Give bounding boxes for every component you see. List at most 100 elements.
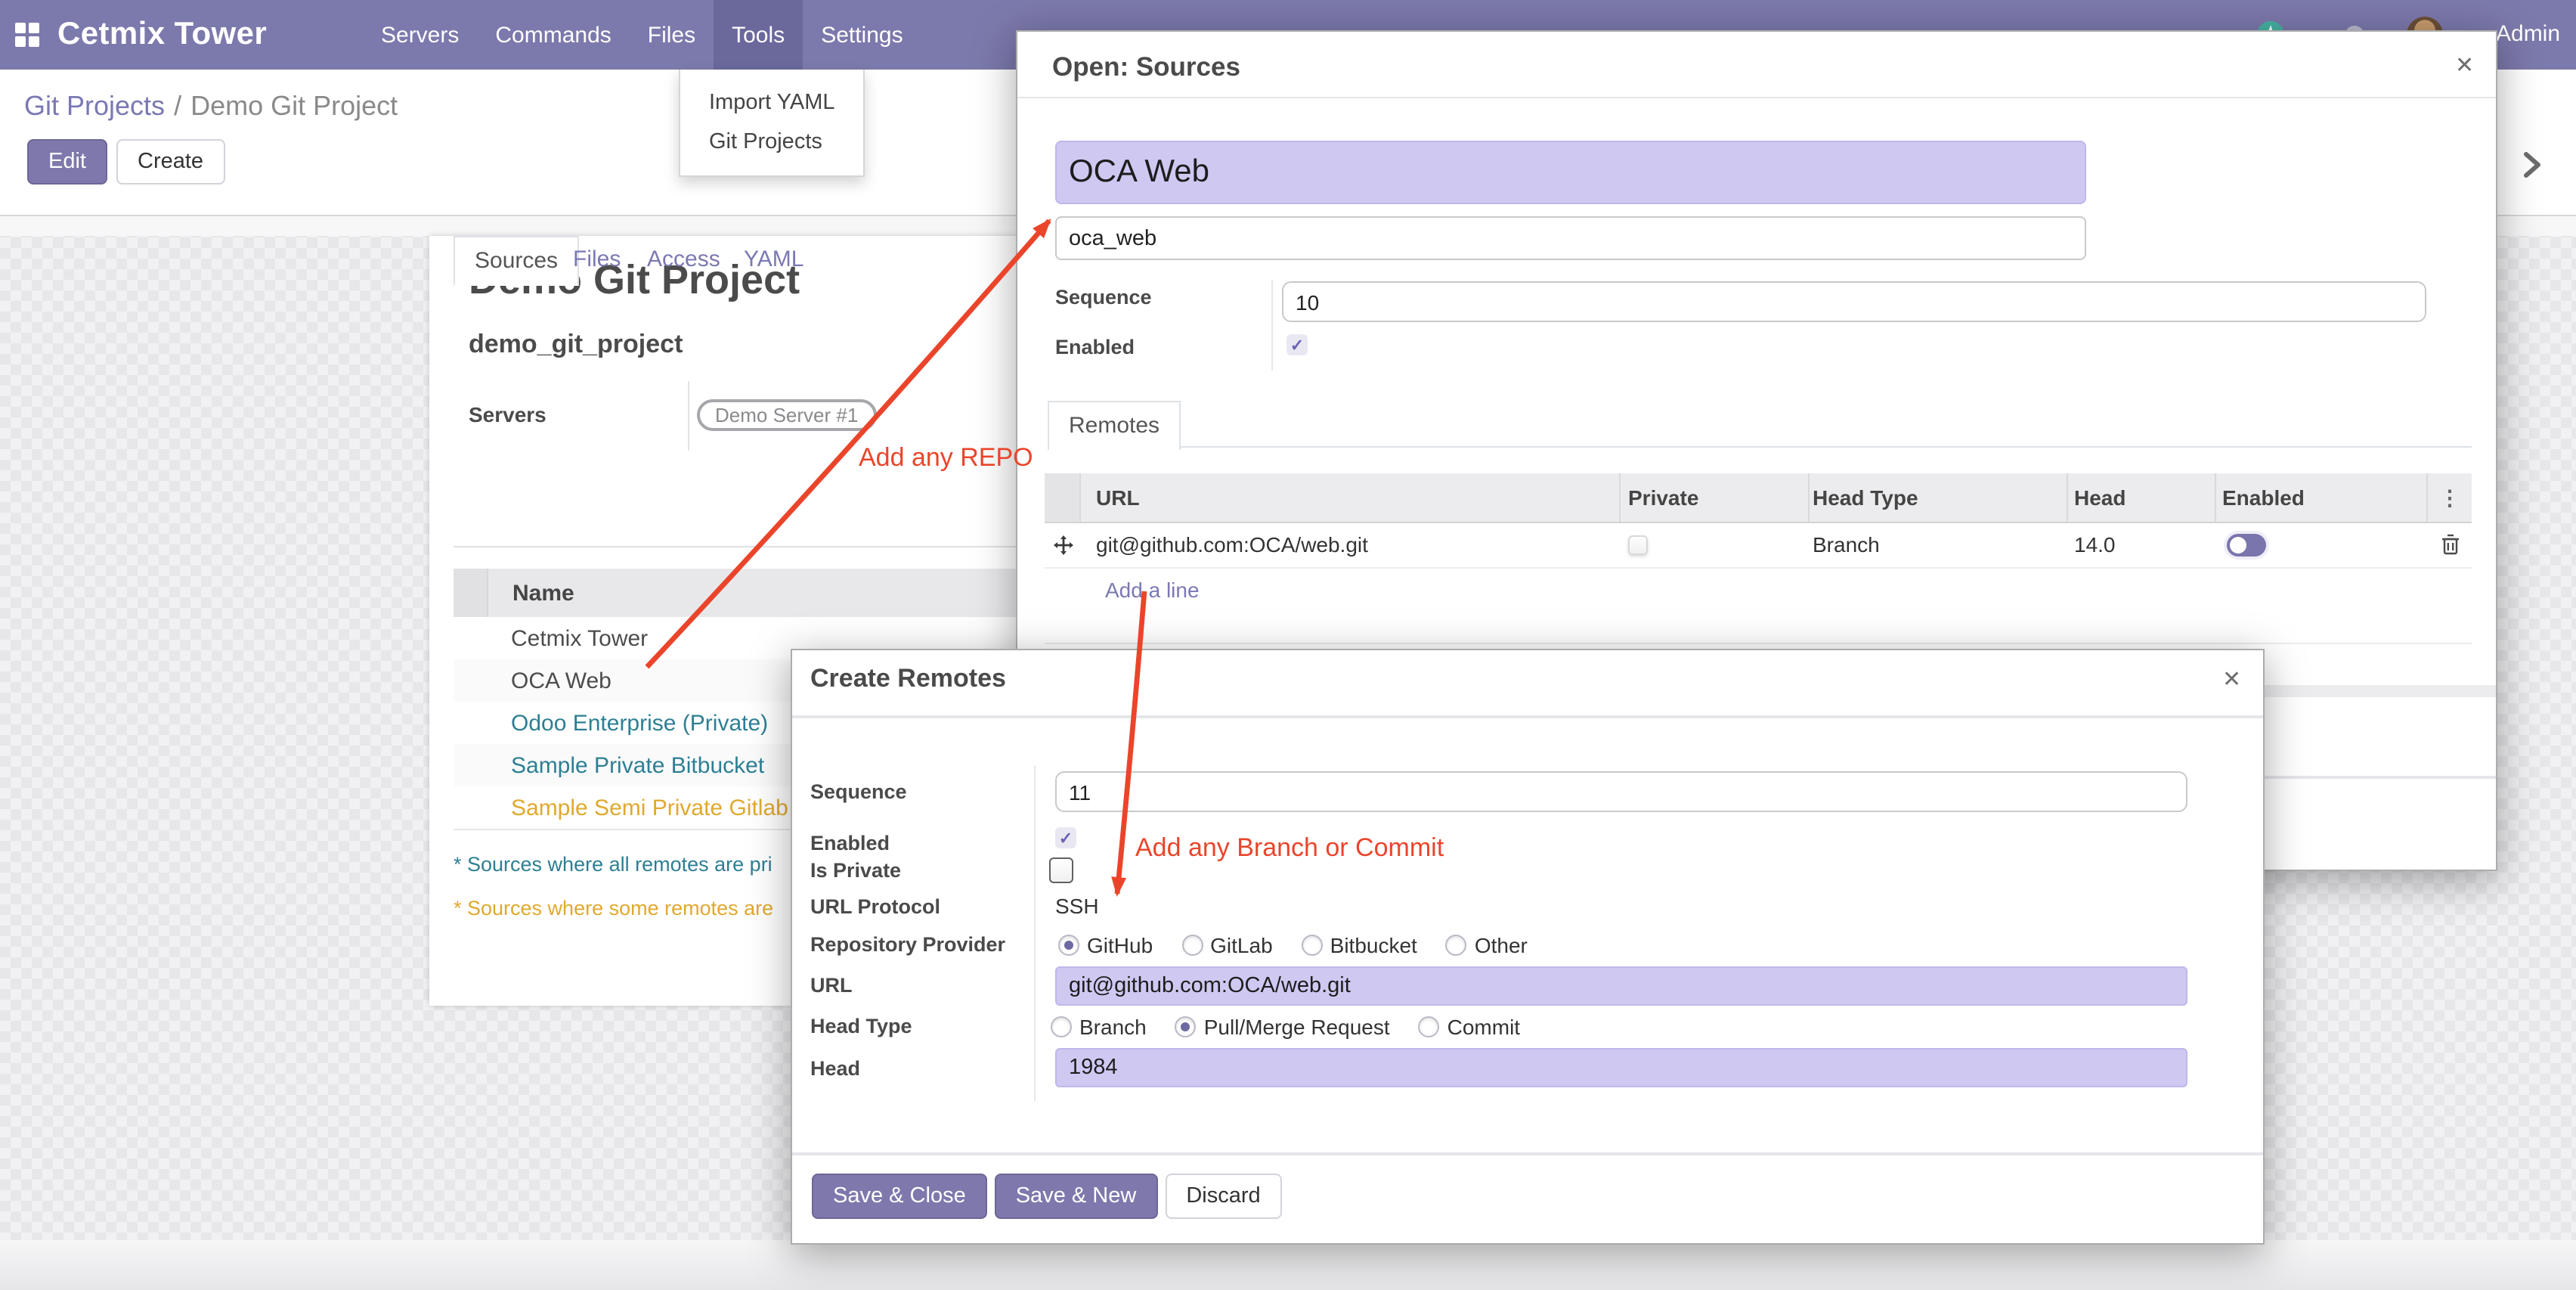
- group-divider: [1271, 280, 1273, 371]
- column-private: Private: [1621, 473, 1810, 522]
- remote-enabled-cell: [2216, 533, 2428, 556]
- radio-bitbucket[interactable]: [1301, 935, 1323, 956]
- enabled-label: Enabled: [810, 832, 890, 854]
- modal-title: Open: Sources: [1052, 51, 1240, 82]
- header-divider: [792, 715, 2263, 718]
- modal-title: Create Remotes: [810, 664, 1006, 693]
- optional-columns-icon[interactable]: ⋮: [2439, 485, 2460, 509]
- create-remotes-modal: Create Remotes ✕ Sequence Enabled Is Pri…: [791, 649, 2265, 1245]
- url-protocol-value: SSH: [1055, 894, 1099, 918]
- move-icon: [1053, 535, 1073, 554]
- head-type-radios: Branch Pull/Merge Request Commit: [1051, 1015, 1520, 1039]
- close-icon[interactable]: ✕: [2455, 53, 2475, 79]
- column-enabled: Enabled: [2216, 473, 2428, 522]
- url-label: URL: [810, 974, 853, 997]
- enabled-checkbox[interactable]: ✓: [1055, 827, 1076, 848]
- breadcrumb-current: Demo Git Project: [190, 91, 398, 121]
- project-code: demo_git_project: [469, 330, 683, 358]
- tab-files[interactable]: Files: [573, 247, 621, 272]
- menu-tools[interactable]: Tools: [714, 0, 803, 70]
- column-url: URL: [1081, 473, 1621, 522]
- breadcrumb-separator: /: [174, 91, 182, 121]
- main-menu: Servers Commands Files Tools Settings: [363, 0, 921, 70]
- column-head-type: Head Type: [1810, 473, 2068, 522]
- menu-files[interactable]: Files: [647, 22, 696, 48]
- servers-label: Servers: [469, 402, 546, 426]
- breadcrumb: Git Projects / Demo Git Project: [24, 91, 398, 122]
- notebook-tabs-bar: [1048, 446, 2472, 448]
- head-input[interactable]: [1055, 1048, 2187, 1087]
- drag-handle[interactable]: [1045, 535, 1081, 554]
- enabled-toggle[interactable]: [2227, 533, 2266, 556]
- remote-delete-cell: [2428, 534, 2472, 555]
- menu-servers[interactable]: Servers: [381, 22, 460, 48]
- radio-other[interactable]: [1445, 935, 1467, 956]
- sequence-label: Sequence: [1055, 286, 1152, 309]
- chevron-right-icon: [2524, 152, 2540, 178]
- group-divider: [1034, 765, 1036, 1101]
- menu-settings[interactable]: Settings: [821, 22, 903, 48]
- tools-dropdown-menu: Import YAML Git Projects: [679, 70, 865, 177]
- group-divider: [688, 381, 689, 451]
- repository-provider-label: Repository Provider: [810, 933, 1006, 956]
- modal-footer-divider: [792, 1152, 2263, 1155]
- is-private-label: Is Private: [810, 859, 902, 882]
- source-code-input[interactable]: [1055, 216, 2086, 260]
- save-and-close-button[interactable]: Save & Close: [812, 1174, 987, 1219]
- sequence-input[interactable]: [1282, 281, 2426, 322]
- url-protocol-label: URL Protocol: [810, 895, 941, 918]
- radio-branch-label: Branch: [1079, 1015, 1147, 1039]
- trash-icon[interactable]: [2441, 534, 2459, 555]
- remote-url-cell: git@github.com:OCA/web.git: [1096, 532, 1368, 557]
- sequence-label: Sequence: [810, 780, 907, 803]
- server-tag[interactable]: Demo Server #1: [697, 399, 877, 431]
- menu-commands[interactable]: Commands: [495, 22, 611, 48]
- selector-column: [454, 569, 488, 617]
- remotes-table-header: URL Private Head Type Head Enabled ⋮: [1045, 473, 2472, 523]
- apps-menu-icon[interactable]: [15, 23, 39, 47]
- radio-pull-merge-request[interactable]: [1175, 1016, 1197, 1037]
- head-label: Head: [810, 1057, 861, 1080]
- app-brand[interactable]: Cetmix Tower: [57, 17, 268, 51]
- radio-branch[interactable]: [1051, 1016, 1072, 1037]
- add-a-line-link[interactable]: Add a line: [1105, 578, 1200, 602]
- pager-next-button[interactable]: [2509, 142, 2555, 188]
- menu-item-git-projects[interactable]: Git Projects: [709, 130, 822, 154]
- repository-provider-radios: GitHub GitLab Bitbucket Other: [1058, 933, 1528, 957]
- annotation-add-any-repo: Add any REPO: [859, 443, 1033, 472]
- source-name-input[interactable]: [1055, 141, 2086, 204]
- discard-button[interactable]: Discard: [1165, 1174, 1282, 1219]
- radio-commit[interactable]: [1418, 1016, 1440, 1037]
- url-input[interactable]: [1055, 966, 2187, 1006]
- private-checkbox[interactable]: [1628, 535, 1648, 554]
- radio-github[interactable]: [1058, 935, 1079, 956]
- user-menu-label[interactable]: Admin: [2496, 21, 2561, 47]
- backdrop-bottom-band: [0, 1240, 2576, 1290]
- close-icon[interactable]: ✕: [2222, 667, 2242, 693]
- radio-gitlab[interactable]: [1181, 935, 1203, 956]
- head-type-label: Head Type: [810, 1015, 912, 1037]
- radio-other-label: Other: [1474, 933, 1528, 957]
- enabled-label: Enabled: [1055, 336, 1135, 358]
- check-icon: ✓: [1058, 830, 1073, 848]
- breadcrumb-root-link[interactable]: Git Projects: [24, 91, 166, 121]
- tab-sources[interactable]: Sources: [454, 236, 580, 286]
- sequence-input[interactable]: [1055, 771, 2187, 812]
- footnote-semi-private-sources: * Sources where some remotes are: [454, 897, 774, 919]
- column-name: Name: [512, 580, 574, 606]
- tab-remotes[interactable]: Remotes: [1048, 401, 1181, 451]
- table-divider: [1045, 643, 2472, 644]
- edit-button[interactable]: Edit: [27, 139, 107, 185]
- create-button[interactable]: Create: [116, 139, 225, 185]
- tab-access[interactable]: Access: [647, 247, 720, 272]
- radio-commit-label: Commit: [1447, 1015, 1521, 1039]
- enabled-checkbox[interactable]: ✓: [1286, 334, 1308, 355]
- remote-row[interactable]: git@github.com:OCA/web.git Branch 14.0: [1045, 522, 2472, 569]
- is-private-checkbox[interactable]: [1049, 857, 1073, 883]
- footnote-private-sources: * Sources where all remotes are pri: [454, 853, 772, 876]
- remote-head-type-cell: Branch: [1813, 532, 1880, 557]
- menu-item-import-yaml[interactable]: Import YAML: [709, 91, 835, 115]
- tab-yaml[interactable]: YAML: [744, 247, 804, 272]
- card-tabs-bar: [454, 499, 1064, 547]
- save-and-new-button[interactable]: Save & New: [994, 1174, 1158, 1219]
